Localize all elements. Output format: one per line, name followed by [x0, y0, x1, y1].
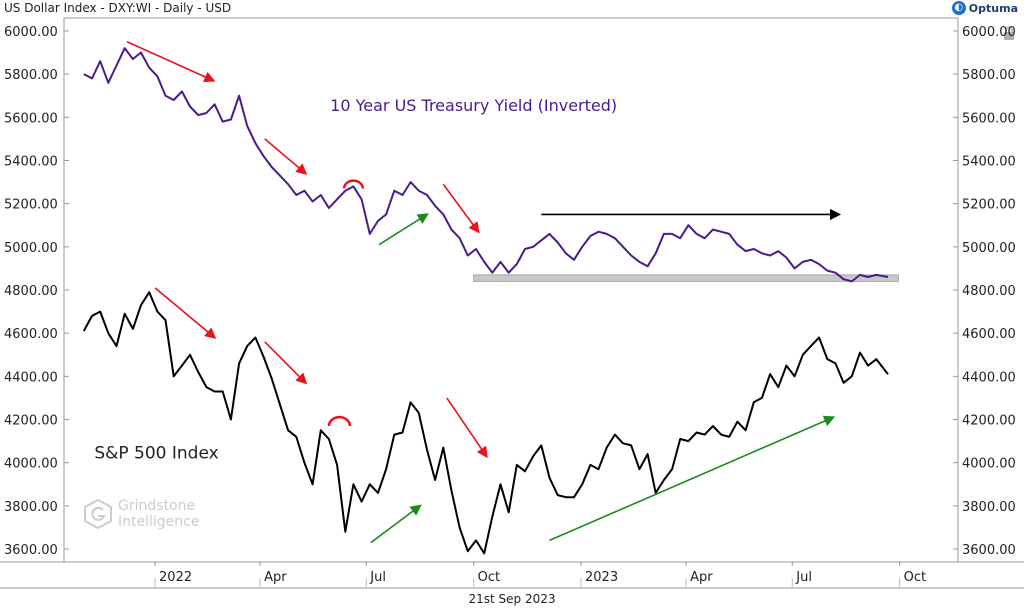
y-tick-right-7: 4600.00 — [962, 327, 1016, 342]
y-tick-left-12: 3600.00 — [4, 543, 58, 558]
y-tick-right-5: 5000.00 — [962, 241, 1016, 256]
y-tick-left-9: 4200.00 — [4, 414, 58, 429]
annotation-arrow-2 — [378, 213, 429, 246]
annotation-arrow-1 — [264, 138, 308, 175]
series-line-s-p-500-index[interactable] — [82, 291, 889, 555]
y-tick-left-7: 4600.00 — [4, 327, 58, 342]
x-tick-1: Apr — [264, 570, 287, 585]
y-tick-left-0: 6000.00 — [4, 25, 58, 40]
y-axis-left: 6000.00 5800.00 5600.00 5400.00 5200.00 5000.… — [4, 25, 69, 558]
optuma-logo-icon: ◐ — [951, 1, 966, 15]
grindstone-logo-icon — [84, 499, 112, 529]
annotation-layer — [126, 41, 842, 544]
x-tick-0: 2022 — [159, 570, 192, 585]
y-tick-right-3: 5400.00 — [962, 154, 1016, 169]
x-tick-4: 2023 — [585, 570, 618, 585]
y-tick-right-10: 4000.00 — [962, 457, 1016, 472]
annotation-arrow-6 — [264, 341, 308, 385]
y-tick-left-6: 4800.00 — [4, 284, 58, 299]
label-treasury-yield: 10 Year US Treasury Yield (Inverted) — [330, 96, 617, 115]
annotation-arc-10 — [342, 179, 365, 189]
series-layer — [82, 47, 889, 555]
watermark-line2: Intelligence — [118, 514, 200, 530]
support-band-0 — [473, 274, 899, 282]
annotation-arrow-9 — [549, 415, 836, 542]
x-axis: 2022 Apr Jul Oct 2023 Apr Jul Oct — [154, 562, 926, 588]
support-band-layer — [473, 274, 899, 282]
y-tick-right-2: 5600.00 — [962, 111, 1016, 126]
y-tick-right-4: 5200.00 — [962, 198, 1016, 213]
x-tick-2: Jul — [369, 570, 386, 585]
y-tick-left-10: 4000.00 — [4, 457, 58, 472]
y-tick-right-6: 4800.00 — [962, 284, 1016, 299]
y-tick-right-9: 4200.00 — [962, 414, 1016, 429]
x-tick-7: Oct — [904, 570, 926, 585]
series-line-10-year-us-treasury-yield-inverted[interactable] — [83, 47, 889, 283]
y-tick-left-5: 5000.00 — [4, 241, 58, 256]
y-tick-right-8: 4400.00 — [962, 370, 1016, 385]
annotation-arrow-8 — [446, 397, 488, 459]
current-date-label: 21st Sep 2023 — [468, 592, 556, 606]
annotation-arrow-3 — [442, 183, 480, 234]
annotation-arc-11 — [327, 415, 352, 427]
y-tick-left-2: 5600.00 — [4, 111, 58, 126]
watermark-line1: Grindstone — [118, 498, 196, 514]
annotation-arrow-7 — [370, 504, 422, 544]
y-tick-right-1: 5800.00 — [962, 68, 1016, 83]
y-tick-left-1: 5800.00 — [4, 68, 58, 83]
brand-name: Optuma — [968, 1, 1018, 15]
x-tick-5: Apr — [690, 570, 713, 585]
y-tick-left-3: 5400.00 — [4, 154, 58, 169]
brand: ◐ Optuma — [951, 1, 1018, 15]
x-tick-3: Oct — [478, 570, 500, 585]
y-tick-left-11: 3800.00 — [4, 500, 58, 515]
annotation-arrow-5 — [154, 287, 217, 339]
x-tick-6: Jul — [795, 570, 812, 585]
lock-icon[interactable] — [1002, 26, 1016, 40]
y-tick-left-4: 5200.00 — [4, 198, 58, 213]
chart-header: US Dollar Index - DXY:WI - Daily - USD — [4, 1, 232, 15]
annotation-arrow-0 — [126, 41, 216, 83]
y-tick-right-12: 3600.00 — [962, 543, 1016, 558]
label-sp500: S&P 500 Index — [94, 443, 218, 463]
chart-labels: 10 Year US Treasury Yield (Inverted) S&P … — [94, 96, 617, 464]
y-tick-left-8: 4400.00 — [4, 370, 58, 385]
y-tick-right-0: 6000.00 — [962, 25, 1016, 40]
watermark: Grindstone Intelligence — [84, 498, 199, 530]
y-tick-right-11: 3800.00 — [962, 500, 1016, 515]
y-axis-right: 6000.00 5800.00 5600.00 5400.00 5200.00 5000.… — [953, 25, 1016, 558]
